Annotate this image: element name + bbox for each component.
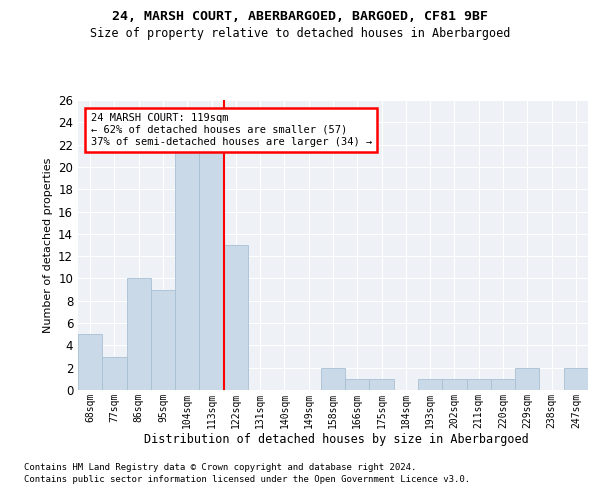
Text: 24 MARSH COURT: 119sqm
← 62% of detached houses are smaller (57)
37% of semi-det: 24 MARSH COURT: 119sqm ← 62% of detached… [91,114,372,146]
Bar [345,379,370,390]
Bar [491,379,515,390]
Bar [199,144,224,390]
Text: Distribution of detached houses by size in Aberbargoed: Distribution of detached houses by size … [143,432,529,446]
Text: Contains public sector information licensed under the Open Government Licence v3: Contains public sector information licen… [24,475,470,484]
Bar [78,334,102,390]
Bar [370,379,394,390]
Bar [151,290,175,390]
Bar [467,379,491,390]
Bar [564,368,588,390]
Bar [442,379,467,390]
Bar [102,356,127,390]
Bar [321,368,345,390]
Bar [175,144,199,390]
Text: Contains HM Land Registry data © Crown copyright and database right 2024.: Contains HM Land Registry data © Crown c… [24,464,416,472]
Bar [418,379,442,390]
Text: 24, MARSH COURT, ABERBARGOED, BARGOED, CF81 9BF: 24, MARSH COURT, ABERBARGOED, BARGOED, C… [112,10,488,23]
Bar [127,278,151,390]
Y-axis label: Number of detached properties: Number of detached properties [43,158,53,332]
Text: Size of property relative to detached houses in Aberbargoed: Size of property relative to detached ho… [90,28,510,40]
Bar [515,368,539,390]
Bar [224,245,248,390]
